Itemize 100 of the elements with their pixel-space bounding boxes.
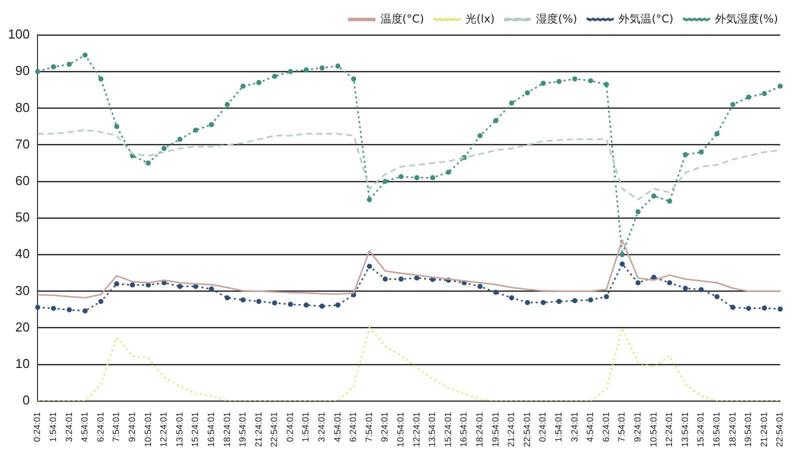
point — [256, 80, 262, 86]
x-tick-label: 18:24:01 — [474, 412, 485, 448]
legend-label: 湿度(%) — [536, 12, 578, 26]
point — [556, 78, 562, 84]
y-tick-label: 30 — [15, 282, 30, 298]
point — [682, 152, 688, 158]
x-tick-label: 10:54:01 — [396, 412, 406, 448]
point — [698, 150, 704, 155]
legend-label: 光(lx) — [466, 12, 495, 26]
x-tick-label: 19:54:01 — [238, 412, 248, 448]
point — [98, 298, 104, 304]
point — [762, 91, 767, 96]
x-tick-label: 6:24:01 — [600, 412, 611, 442]
point — [382, 276, 388, 282]
point — [224, 295, 230, 300]
point — [130, 282, 136, 288]
x-tick-label: 12:24:01 — [158, 412, 169, 448]
point — [667, 280, 672, 286]
point — [698, 287, 704, 292]
x-tick-label: 10:54:01 — [648, 412, 658, 448]
point — [604, 82, 609, 87]
y-tick-label: 100 — [8, 26, 30, 42]
x-tick-label: 16:54:01 — [711, 412, 722, 448]
x-tick-label: 0:24:01 — [284, 412, 295, 442]
x-tick-label: 13:54:01 — [427, 412, 438, 448]
x-tick-label: 21:24:01 — [758, 412, 769, 448]
x-tick-label: 3:24:01 — [64, 412, 74, 442]
x-tick-label: 18:24:01 — [222, 412, 232, 448]
point — [746, 306, 752, 311]
x-tick-label: 22:54:01 — [522, 412, 532, 448]
point — [351, 76, 356, 82]
point — [620, 262, 625, 267]
x-tick-label: 0:24:01 — [32, 412, 42, 442]
y-tick-label: 90 — [15, 63, 30, 78]
point — [35, 69, 40, 74]
point — [509, 100, 514, 106]
point — [398, 174, 404, 180]
x-tick-label: 4:54:01 — [80, 412, 90, 442]
x-tick-label: 16:54:01 — [458, 412, 469, 448]
x-tick-label: 0:24:01 — [538, 412, 548, 442]
x-tick-label: 12:24:01 — [664, 412, 674, 448]
point — [382, 178, 388, 184]
point — [272, 74, 278, 79]
point — [114, 281, 120, 286]
y-tick-label: 10 — [15, 356, 30, 371]
x-tick-label: 6:24:01 — [348, 412, 358, 442]
x-tick-label: 7:54:01 — [616, 412, 627, 442]
x-tick-label: 3:24:01 — [569, 412, 580, 442]
x-tick-label: 15:24:01 — [696, 412, 706, 448]
point — [430, 276, 436, 282]
x-tick-label: 19:54:01 — [490, 412, 500, 448]
point — [66, 62, 72, 67]
point — [162, 146, 167, 151]
point — [320, 65, 325, 70]
x-tick-label: 10:54:01 — [142, 412, 153, 448]
point — [304, 302, 309, 308]
point — [493, 118, 498, 124]
x-tick-label: 21:24:01 — [506, 412, 516, 448]
y-tick-label: 70 — [15, 136, 30, 152]
point — [730, 304, 736, 310]
point — [50, 306, 56, 311]
point — [588, 297, 594, 303]
x-tick-label: 7:54:01 — [364, 412, 374, 442]
point — [430, 175, 436, 180]
point — [509, 295, 514, 300]
point — [288, 302, 294, 307]
x-tick-label: 18:24:01 — [727, 412, 738, 448]
point — [414, 275, 420, 281]
point — [82, 308, 88, 314]
y-tick-label: 40 — [15, 246, 30, 262]
x-tick-label: 22:54:01 — [269, 412, 280, 448]
point — [335, 302, 340, 308]
x-tick-label: 7:54:01 — [111, 412, 122, 442]
point — [50, 64, 56, 70]
point — [304, 67, 309, 72]
y-tick-label: 80 — [15, 100, 30, 115]
x-tick-label: 13:54:01 — [680, 412, 690, 448]
point — [208, 122, 214, 128]
point — [620, 252, 625, 258]
x-tick-label: 1:54:01 — [554, 412, 564, 442]
point — [778, 306, 783, 312]
y-tick-label: 0 — [22, 392, 30, 408]
point — [493, 290, 498, 295]
point — [651, 274, 656, 280]
point — [540, 80, 546, 86]
point — [524, 300, 530, 306]
point — [714, 131, 720, 136]
x-tick-label: 21:24:01 — [253, 412, 264, 448]
point — [572, 298, 578, 304]
x-tick-label: 1:54:01 — [48, 412, 58, 442]
point — [82, 52, 88, 58]
point — [730, 102, 736, 108]
legend-label: 外気温(°C) — [618, 12, 674, 26]
point — [635, 280, 641, 286]
legend-label: 外気湿度(%) — [714, 12, 778, 26]
point — [335, 64, 340, 69]
point — [366, 197, 372, 202]
point — [288, 69, 294, 74]
x-tick-label: 12:24:01 — [411, 412, 422, 448]
x-tick-label: 6:24:01 — [95, 412, 106, 442]
